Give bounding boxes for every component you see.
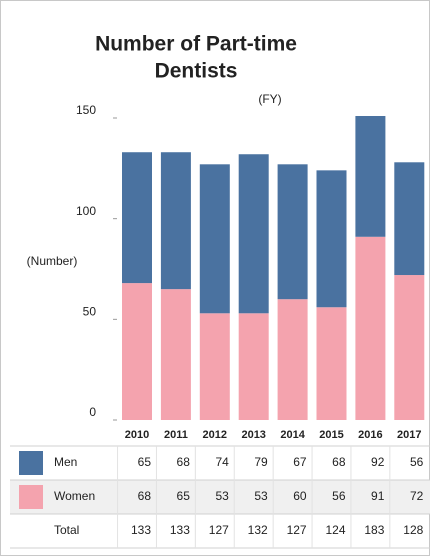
table-total: 128: [403, 523, 423, 537]
table-value: 68: [177, 455, 191, 469]
table-value: 60: [293, 489, 307, 503]
chart-title: Number of Part-time: [95, 33, 297, 56]
table-value: 72: [410, 489, 424, 503]
table-value: 53: [254, 489, 268, 503]
table-total: 124: [325, 523, 345, 537]
table-value: 56: [332, 489, 346, 503]
legend-label: Men: [54, 455, 77, 469]
bar: [199, 313, 230, 420]
table-value: 91: [371, 489, 385, 503]
table-total: 133: [131, 523, 151, 537]
x-tick-label: 2010: [125, 429, 149, 441]
table-value: 68: [332, 455, 346, 469]
bar: [160, 152, 191, 290]
chart-title: Dentists: [155, 60, 238, 83]
bar: [277, 299, 308, 420]
table-value: 65: [177, 489, 191, 503]
table-total: 127: [287, 523, 307, 537]
legend-swatch: [19, 485, 43, 509]
table-value: 92: [371, 455, 385, 469]
table-value: 53: [215, 489, 229, 503]
table-value: 67: [293, 455, 307, 469]
x-tick-label: 2012: [203, 429, 227, 441]
legend-label: Women: [54, 489, 95, 503]
x-tick-label: 2015: [319, 429, 343, 441]
table-value: 56: [410, 455, 424, 469]
table-value: 74: [215, 455, 229, 469]
total-label: Total: [54, 523, 79, 537]
y-axis-label: (Number): [27, 254, 78, 268]
bar: [160, 289, 191, 420]
table-value: 68: [138, 489, 152, 503]
y-tick-label: 150: [76, 103, 96, 117]
bar: [316, 307, 347, 420]
x-axis-label: (FY): [258, 92, 281, 106]
table-row-shade: [10, 480, 430, 514]
bar: [122, 283, 152, 420]
x-tick-label: 2013: [241, 429, 265, 441]
x-tick-label: 2016: [358, 429, 382, 441]
x-tick-label: 2011: [164, 429, 188, 441]
y-tick-label: 50: [83, 305, 97, 319]
bar: [394, 275, 425, 420]
plot-area: [122, 116, 425, 420]
table-total: 133: [170, 523, 190, 537]
bar: [199, 164, 230, 314]
x-tick-label: 2017: [397, 429, 421, 441]
y-tick-label: 100: [76, 204, 96, 218]
bar: [394, 162, 425, 276]
y-tick-label: 0: [89, 405, 96, 419]
bar: [355, 116, 386, 237]
table-total: 132: [248, 523, 268, 537]
bar: [277, 164, 308, 300]
table-total: 127: [209, 523, 229, 537]
table-value: 65: [138, 455, 152, 469]
table-value: 79: [254, 455, 268, 469]
table-total: 183: [364, 523, 384, 537]
bar: [238, 154, 269, 314]
legend-swatch: [19, 451, 43, 475]
x-tick-label: 2014: [280, 429, 305, 441]
bar: [316, 170, 347, 308]
bar: [122, 152, 152, 284]
bar: [355, 236, 386, 420]
bar: [238, 313, 269, 420]
